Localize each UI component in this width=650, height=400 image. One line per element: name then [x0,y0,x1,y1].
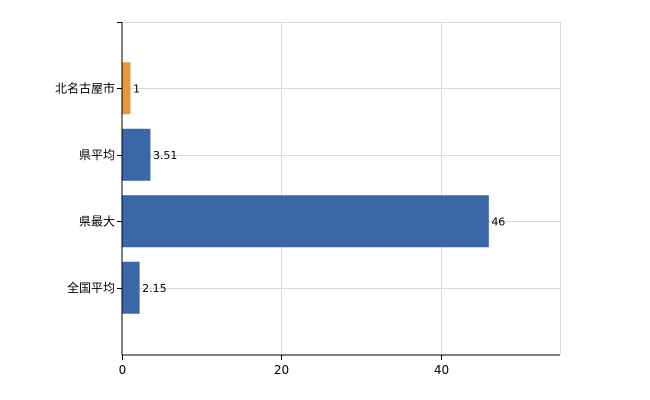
axes [121,22,560,356]
bars [122,62,489,314]
x-tick-label-0: 0 [119,363,127,377]
y-tick-label-1: 県平均 [79,148,115,162]
grid-lines [122,22,561,355]
data-label-0: 1 [133,82,140,95]
data-label-3: 2.15 [142,282,167,295]
bar-3 [122,261,140,314]
x-tick-label-1: 20 [274,363,289,377]
bar-0 [122,62,131,115]
x-tick-label-2: 40 [434,363,449,377]
data-label-2: 46 [491,215,505,228]
bar-2 [122,195,489,248]
x-tick-labels: 0 20 40 [119,355,449,377]
y-tick-label-3: 全国平均 [67,280,115,295]
data-label-1: 3.51 [153,149,178,162]
bar-1 [122,128,151,181]
y-tick-label-2: 県最大 [79,214,115,228]
data-labels: 1 3.51 46 2.15 [133,82,505,295]
y-tick-label-0: 北名古屋市 [55,80,115,95]
